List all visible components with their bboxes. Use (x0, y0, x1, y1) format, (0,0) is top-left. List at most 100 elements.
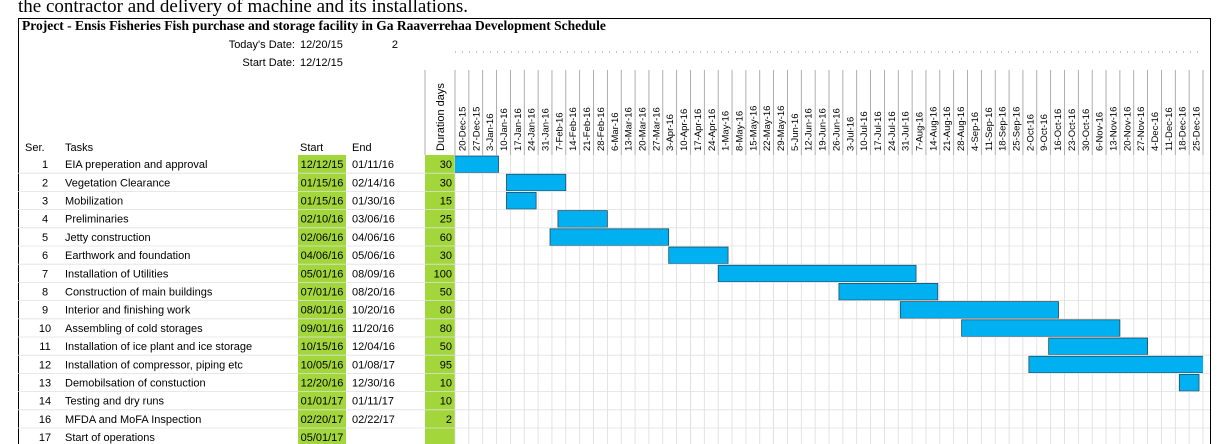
task-bar (455, 155, 499, 174)
week-label: 13-Nov-16 (1108, 107, 1119, 151)
task-bar (549, 228, 670, 246)
duration: 15 (440, 196, 452, 208)
week-label: 25-Sep-16 (1012, 107, 1023, 151)
week-label: 6-Nov-16 (1095, 112, 1106, 151)
end: 05/06/16 (352, 250, 395, 262)
week-label: 27-Nov-16 (1136, 107, 1147, 151)
task: Demobilsation of constuction (65, 378, 206, 390)
duration: 80 (440, 323, 452, 335)
duration: 60 (440, 232, 452, 244)
week-label: 7-Feb-16 (554, 112, 565, 151)
end: 12/30/16 (352, 378, 395, 390)
week-label: 13-Mar-16 (624, 107, 635, 151)
week-label: 16-Oct-16 (1053, 109, 1064, 151)
week-label: 30-Oct-16 (1081, 109, 1092, 151)
start: 04/06/16 (301, 250, 344, 262)
end: 01/30/16 (352, 196, 395, 208)
task: Vegetation Clearance (65, 177, 170, 189)
task: Mobilization (65, 196, 123, 208)
week-label: 10-Apr-16 (679, 109, 690, 151)
duration: 10 (440, 396, 452, 408)
week-label: 23-Oct-16 (1067, 109, 1078, 151)
end: 02/14/16 (352, 177, 395, 189)
week-label: 4-Dec-16 (1150, 112, 1161, 151)
week-label: 27-Dec-15 (471, 107, 482, 151)
task: Construction of main buildings (65, 287, 213, 299)
task: Jetty construction (65, 232, 151, 244)
task-bar (717, 264, 917, 283)
week-label: 10-Jul-16 (859, 111, 870, 151)
week-label: 14-Aug-16 (928, 107, 939, 151)
week-label: 22-May-16 (762, 106, 773, 151)
ser: 11 (39, 341, 50, 353)
duration: 30 (440, 159, 452, 171)
col-header: Ser. (25, 142, 45, 154)
bar-layer (455, 155, 1203, 392)
ser: 4 (42, 214, 48, 226)
start: 12/12/15 (301, 159, 344, 171)
duration: 30 (440, 177, 452, 189)
start: 10/05/16 (301, 359, 344, 371)
start-label: Start Date: (242, 57, 295, 69)
week-label: 21-Feb-16 (582, 107, 593, 151)
week-label: 11-Dec-16 (1164, 107, 1175, 151)
end: 11/20/16 (352, 323, 394, 335)
week-label: 31-Jan-16 (541, 108, 552, 151)
task: Assembling of cold storages (65, 323, 203, 335)
duration: 100 (434, 268, 452, 280)
week-label: 7-Aug-16 (915, 112, 926, 151)
task-bar (838, 283, 939, 301)
week-label: 17-Jul-16 (873, 111, 884, 151)
week-label: 15-May-16 (748, 106, 759, 151)
end: 01/11/16 (352, 159, 394, 171)
task: Earthwork and foundation (65, 250, 190, 262)
task-bar (899, 301, 1059, 319)
start: 01/01/17 (301, 396, 344, 408)
ser: 13 (39, 378, 51, 390)
week-label: 17-Apr-16 (693, 109, 704, 151)
task: Interior and finishing work (65, 305, 191, 317)
week-label: 18-Dec-16 (1178, 107, 1189, 151)
week-label: 4-Sep-16 (970, 112, 981, 151)
end: 01/11/17 (352, 396, 394, 408)
end: 10/20/16 (352, 305, 395, 317)
start: 07/01/16 (301, 287, 344, 299)
start: 05/01/16 (301, 268, 344, 280)
today-label: Today's Date: (229, 39, 295, 51)
week-label: 20-Nov-16 (1122, 107, 1133, 151)
col-header: End (352, 142, 372, 154)
week-label: 1-May-16 (721, 111, 732, 151)
document-text: the contractor and delivery of machine a… (18, 0, 468, 17)
task-bar (506, 173, 567, 192)
week-label: 6-Mar-16 (610, 112, 621, 151)
start: 12/20/16 (301, 378, 344, 390)
week-label: 31-Jul-16 (901, 111, 912, 151)
week-label: 24-Jul-16 (887, 111, 898, 151)
week-label: 20-Dec-15 (457, 107, 468, 151)
ser: 1 (42, 159, 48, 171)
task-bar (557, 210, 608, 228)
week-label: 11-Sep-16 (984, 107, 995, 151)
start: 09/01/16 (301, 323, 344, 335)
ser: 5 (42, 232, 48, 244)
ser: 2 (42, 177, 48, 189)
col-header: Tasks (65, 142, 94, 154)
start-date: 12/12/15 (300, 57, 343, 69)
ser: 6 (42, 250, 48, 262)
end: 03/06/16 (352, 214, 395, 226)
week-label: 5-Jun-16 (790, 114, 801, 152)
duration: 95 (440, 359, 452, 371)
task: Preliminaries (65, 214, 129, 226)
task-bar (1178, 374, 1200, 392)
week-label: 28-Feb-16 (596, 107, 607, 151)
task: Installation of Utilities (65, 268, 169, 280)
week-label: 24-Apr-16 (707, 109, 718, 151)
end: 08/20/16 (352, 287, 395, 299)
start: 08/01/16 (301, 305, 344, 317)
end: 12/04/16 (352, 341, 395, 353)
start-column-fill (298, 155, 346, 444)
ser: 7 (42, 268, 48, 280)
week-label: 8-May-16 (734, 111, 745, 151)
duration: 50 (440, 287, 452, 299)
